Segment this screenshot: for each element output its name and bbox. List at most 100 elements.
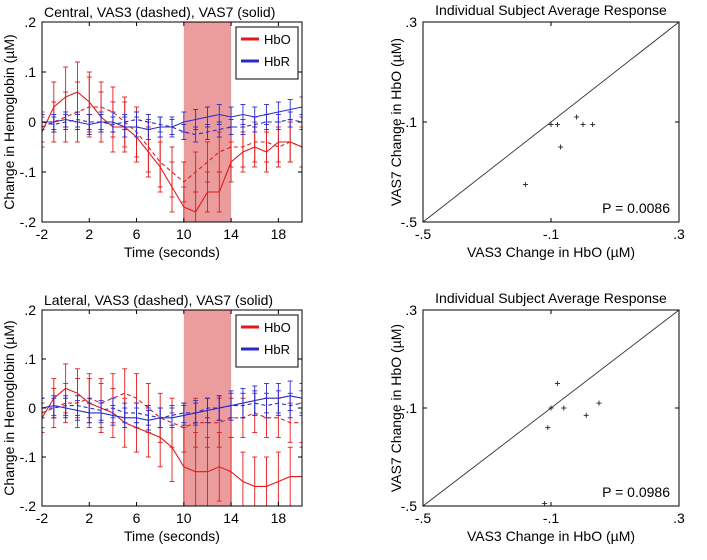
lateral-scatter-point	[583, 412, 589, 418]
central-scatter-xtick-label: -.1	[543, 226, 560, 242]
central-title: Central, VAS3 (dashed), VAS7 (solid)	[44, 4, 275, 20]
lateral-scatter-ytick-label: -.1	[401, 400, 418, 416]
central-scatter-point	[522, 182, 528, 187]
central-ylabel: Change in Hemoglobin (µM)	[1, 34, 17, 209]
central-scatter-ytick-label: -.1	[401, 114, 418, 130]
lateral-scatter-xtick-label: .3	[673, 510, 685, 526]
central-series-hbo-vas7-errorbar	[42, 116, 45, 148]
central-scatter-title: Individual Subject Average Response	[435, 2, 667, 18]
central-xtick-label: 2	[85, 226, 93, 242]
central-scatter-chart: -.5 -.1 .3 .3 -.1 -.5 Individual Subject Avera…	[388, 2, 685, 260]
central-scatter-xtick-label: .3	[673, 226, 685, 242]
lateral-scatter-point	[545, 425, 551, 431]
lateral-data-layer	[42, 363, 302, 506]
central-series-hbo-vas3-errorbar	[157, 136, 163, 188]
central-scatter-ylabel: VAS7 Change in HbO (µM)	[388, 38, 404, 206]
lateral-legend: HbO HbR	[235, 314, 299, 368]
central-legend-box	[235, 26, 299, 80]
central-series-hbr-vas3-errorbar	[216, 121, 222, 138]
lateral-scatter-data-layer	[423, 310, 679, 506]
lateral-series-hbr-vas3-errorbar	[299, 390, 302, 416]
lateral-scatter-point	[561, 405, 567, 411]
lateral-series-hbr-vas3-errorbar	[86, 397, 92, 419]
central-series-hbr-vas3-errorbar	[42, 114, 45, 130]
central-scatter-ytick-label: -.5	[401, 214, 418, 230]
central-scatter-p-value: P = 0.0086	[602, 200, 670, 216]
central-scatter-ytick-label: .3	[405, 14, 417, 30]
central-ytick-label: 0	[28, 114, 36, 130]
lateral-xtick-label: 14	[223, 510, 239, 526]
lateral-scatter-xlabel: VAS3 Change in HbO (µM)	[467, 528, 635, 544]
lateral-xtick-label: 2	[85, 510, 93, 526]
lateral-series-hbr-vas3-errorbar	[228, 392, 234, 419]
lateral-scatter-p-value: P = 0.0986	[602, 484, 670, 500]
lateral-scatter-xtick-label: -.1	[543, 510, 560, 526]
central-scatter-point	[558, 144, 564, 150]
lateral-xtick-label: 10	[176, 510, 192, 526]
central-ytick-label: -.2	[20, 214, 37, 230]
central-legend-label-hbo: HbO	[264, 32, 291, 47]
central-scatter-point	[554, 122, 560, 127]
lateral-title: Lateral, VAS3 (dashed), VAS7 (solid)	[44, 292, 273, 308]
central-ytick-label: .1	[24, 64, 36, 80]
lateral-xlabel: Time (seconds)	[124, 528, 220, 544]
lateral-ytick-label: -.2	[20, 498, 37, 514]
central-series-hbo-vas3-errorbar	[275, 126, 281, 168]
lateral-xtick-label: 18	[271, 510, 287, 526]
central-series-hbr-vas3-errorbar	[169, 119, 175, 135]
central-series-hbo-vas3-errorbar	[299, 126, 302, 168]
central-scatter-xtick-label: -.5	[415, 226, 432, 242]
central-xtick-label: 10	[176, 226, 192, 242]
lateral-xtick-label: 6	[133, 510, 141, 526]
lateral-ytick-label: .1	[24, 351, 36, 367]
lateral-series-hbr-vas3-errorbar	[42, 397, 45, 419]
central-series-hbr-vas3-line	[42, 118, 302, 136]
central-xlabel: Time (seconds)	[124, 244, 220, 260]
central-series-hbr-vas7-errorbar	[299, 96, 302, 118]
central-scatter-point	[574, 114, 580, 120]
lateral-scatter-xtick-label: -.5	[415, 510, 432, 526]
central-series-hbr-vas3-errorbar	[134, 111, 140, 128]
lateral-legend-box	[235, 314, 299, 368]
central-xtick-label: 6	[133, 226, 141, 242]
central-series-hbr-vas3-errorbar	[228, 119, 234, 135]
central-xtick-label: -2	[36, 226, 49, 242]
lateral-series-hbr-vas3-errorbar	[134, 402, 140, 424]
lateral-series-hbr-vas3-errorbar	[216, 395, 222, 421]
central-series-hbr-vas3-errorbar	[181, 124, 187, 140]
central-scatter-point	[548, 122, 554, 127]
lateral-xtick-label: -2	[36, 510, 49, 526]
lateral-series-hbr-vas7-errorbar	[299, 383, 302, 414]
lateral-series-hbr-vas3-errorbar	[264, 392, 270, 419]
lateral-scatter-point	[542, 501, 548, 506]
central-series-hbo-vas3	[42, 76, 302, 203]
lateral-ytick-label: -.1	[20, 449, 37, 465]
central-series-hbo-vas3-errorbar	[204, 141, 210, 183]
lateral-legend-label-hbo: HbO	[264, 320, 291, 335]
lateral-chart: -2 2 6 10 14 18 .2 .1 0 -.1 -.2 Lateral, VAS3 (dash…	[1, 292, 303, 544]
lateral-series-hbr-vas3-errorbar	[181, 402, 187, 424]
lateral-series-hbr-vas3	[42, 390, 302, 429]
central-scatter-point	[590, 122, 596, 127]
lateral-scatter-chart: -.5 -.1 .3 .3 -.1 -.5 Individual Subject Avera…	[388, 290, 685, 544]
central-series-hbo-vas3-errorbar	[169, 146, 175, 198]
lateral-scatter-ylabel: VAS7 Change in HbO (µM)	[388, 324, 404, 492]
central-data-layer	[42, 61, 302, 222]
lateral-series-hbo-vas7-errorbar	[299, 446, 302, 506]
lateral-series-hbr-vas3-errorbar	[169, 405, 175, 426]
lateral-scatter-ytick-label: -.5	[401, 498, 418, 514]
lateral-series-hbo-vas7-errorbar	[42, 402, 45, 433]
lateral-ytick-label: 0	[28, 400, 36, 416]
central-series-hbr-vas3	[42, 111, 302, 143]
central-series-hbr-vas3-errorbar	[299, 114, 302, 130]
central-series-hbr-vas3-errorbar	[51, 116, 57, 133]
lateral-scatter-ytick-label: .3	[405, 302, 417, 318]
lateral-ytick-label: .2	[24, 302, 36, 318]
central-legend-label-hbr: HbR	[264, 54, 290, 69]
central-legend: HbO HbR	[235, 26, 299, 80]
central-ytick-label: .2	[24, 14, 36, 30]
lateral-scatter-point	[596, 400, 602, 406]
central-series-hbr-vas3-errorbar	[264, 114, 270, 130]
lateral-ylabel: Change in Hemoglobin (µM)	[1, 320, 17, 495]
